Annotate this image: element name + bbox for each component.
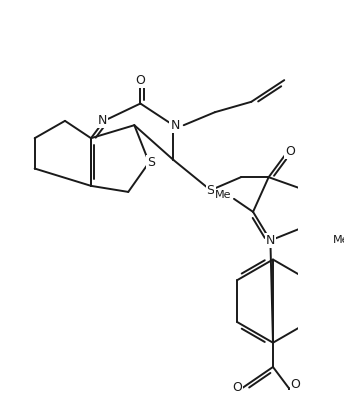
Text: N: N (170, 119, 180, 132)
Text: O: O (136, 74, 145, 87)
Text: S: S (147, 156, 155, 169)
Text: Me: Me (333, 236, 344, 245)
Text: O: O (286, 145, 295, 158)
Text: O: O (233, 381, 243, 394)
Text: Me: Me (215, 189, 232, 200)
Text: O: O (291, 378, 300, 391)
Text: N: N (98, 114, 107, 127)
Text: S: S (207, 184, 215, 197)
Text: N: N (266, 234, 275, 247)
